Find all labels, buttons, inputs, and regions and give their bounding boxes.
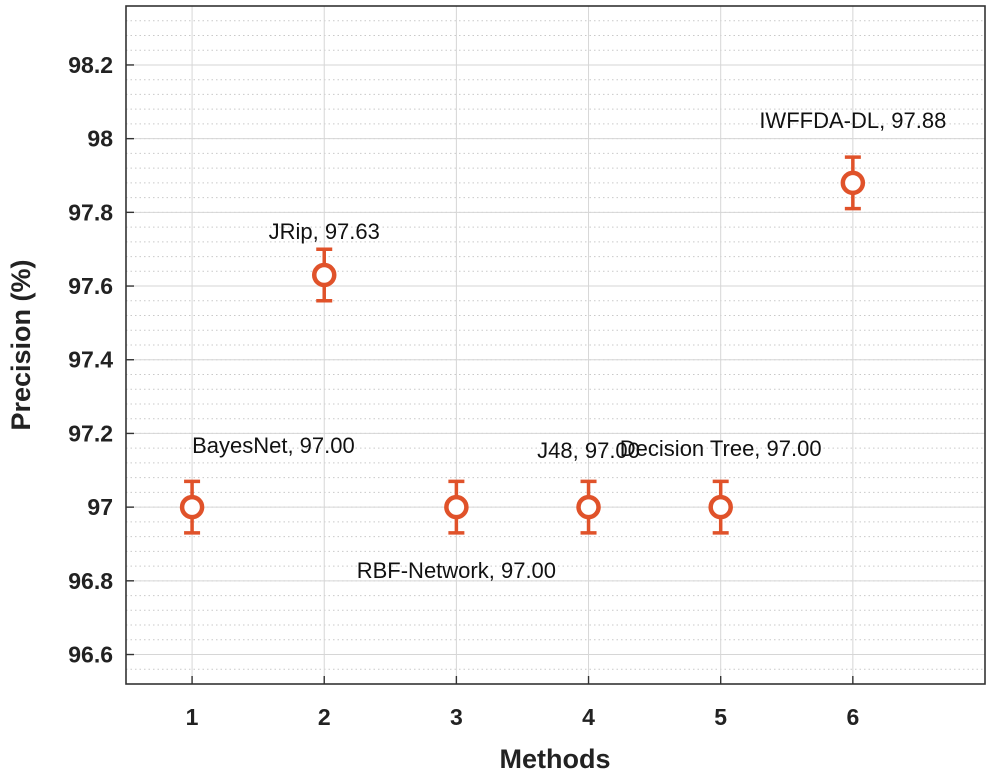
- point-marker: [576, 494, 601, 520]
- point-marker: [444, 494, 469, 520]
- plot-frame: [125, 5, 986, 685]
- point-marker: [179, 494, 205, 520]
- point-annotation: RBF-Network, 97.00: [357, 558, 556, 583]
- y-tick-label: 98: [87, 126, 113, 152]
- y-tick-label: 98.2: [68, 52, 113, 78]
- x-axis-title: Methods: [500, 744, 611, 774]
- x-tick-label: 2: [318, 704, 331, 730]
- y-tick-label: 97.4: [68, 347, 113, 373]
- x-tick-label: 4: [582, 704, 595, 730]
- x-axis-ticks: 1 2 3 4 5 6: [186, 676, 859, 730]
- point-annotation: BayesNet, 97.00: [192, 433, 355, 458]
- x-tick-label: 1: [186, 704, 199, 730]
- y-axis-ticks: 96.6 96.8 97 97.2 97.4 97.6 97.8 98 98.2: [68, 52, 134, 668]
- y-tick-label: 96.6: [68, 642, 113, 668]
- point-annotation: JRip, 97.63: [269, 219, 380, 244]
- point-annotation: J48, 97.00: [537, 438, 640, 463]
- y-tick-label: 97.2: [68, 420, 113, 446]
- y-tick-label: 97: [87, 494, 113, 520]
- x-tick-label: 3: [450, 704, 463, 730]
- data-point: [576, 479, 601, 535]
- point-marker: [708, 494, 733, 520]
- point-annotation: Decision Tree, 97.00: [620, 436, 822, 461]
- data-point: [444, 479, 469, 535]
- x-tick-label: 5: [714, 704, 727, 730]
- x-tick-label: 6: [846, 704, 859, 730]
- data-points: [179, 155, 866, 535]
- point-marker: [311, 262, 337, 288]
- y-tick-label: 97.8: [68, 199, 113, 225]
- y-axis-title: Precision (%): [6, 259, 36, 430]
- data-point: [708, 479, 733, 535]
- data-point: [179, 479, 205, 535]
- y-tick-label: 97.6: [68, 273, 113, 299]
- data-annotations: BayesNet, 97.00 JRip, 97.63 RBF-Network, 9…: [192, 108, 946, 583]
- major-grid: [126, 6, 985, 684]
- y-tick-label: 96.8: [68, 568, 113, 594]
- point-annotation: IWFFDA-DL, 97.88: [759, 108, 946, 133]
- data-point: [311, 247, 337, 303]
- data-point: [840, 155, 866, 211]
- point-marker: [840, 170, 866, 196]
